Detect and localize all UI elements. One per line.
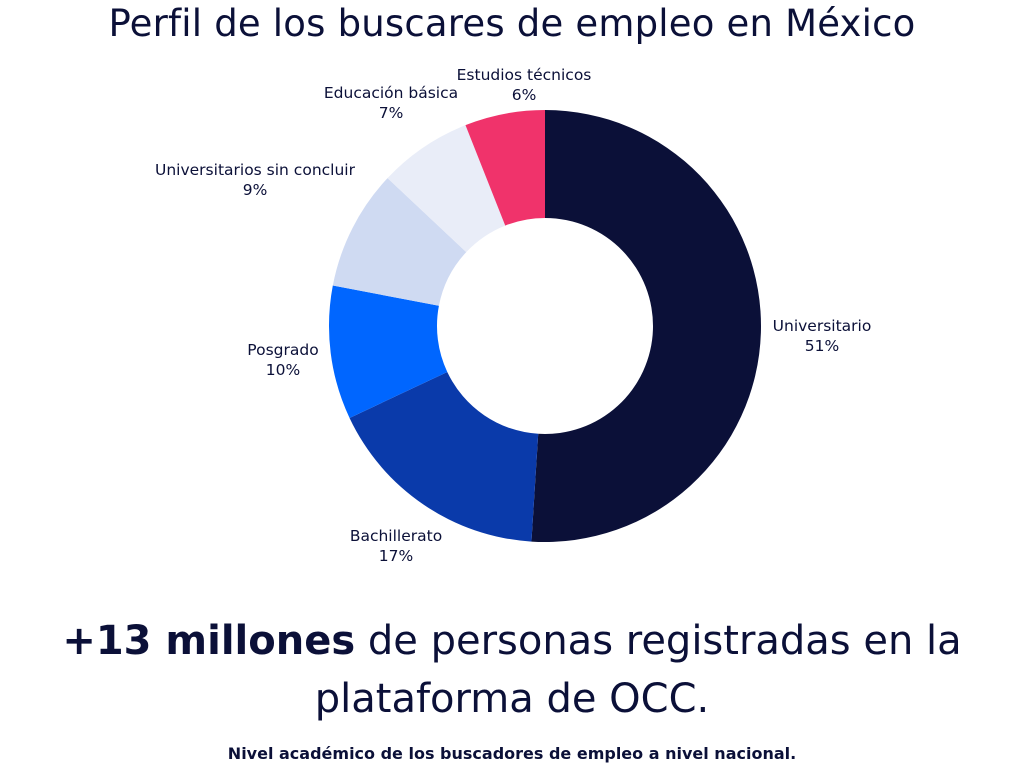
donut-slice-bachillerato <box>349 371 539 542</box>
slice-value-label: 7% <box>379 104 404 122</box>
slice-label-4: Educación básica 7% <box>324 84 458 122</box>
donut-slice-estudios-t-cnicos <box>465 110 545 226</box>
headline: +13 millones de personas registradas en … <box>0 612 1024 728</box>
slice-category-label: Educación básica <box>324 84 458 102</box>
slice-category-label: Bachillerato <box>350 527 442 545</box>
donut-slice-universitarios-sin-concluir <box>332 178 467 306</box>
slice-label-3: Universitarios sin concluir 9% <box>155 161 356 199</box>
donut-slices <box>329 110 761 542</box>
slice-label-5: Estudios técnicos 6% <box>457 66 592 104</box>
headline-line2: plataforma de OCC. <box>314 676 710 722</box>
donut-slice-universitario <box>531 110 761 542</box>
headline-highlight: +13 millones <box>62 618 356 664</box>
slice-category-label: Estudios técnicos <box>457 66 592 84</box>
page-title: Perfil de los buscares de empleo en Méxi… <box>108 2 916 45</box>
slice-value-label: 51% <box>805 337 839 355</box>
slice-label-1: Bachillerato 17% <box>350 527 442 565</box>
slice-value-label: 6% <box>512 86 537 104</box>
slice-category-label: Posgrado <box>247 341 318 359</box>
slice-value-label: 9% <box>243 181 268 199</box>
slice-value-label: 10% <box>266 361 300 379</box>
slice-label-2: Posgrado 10% <box>247 341 318 379</box>
donut-chart: Universitario 51% Bachillerato 17% Posgrado 1… <box>155 66 871 565</box>
slice-labels: Universitario 51% Bachillerato 17% Posgrado 1… <box>155 66 871 565</box>
slice-label-0: Universitario 51% <box>773 317 872 355</box>
donut-slice-posgrado <box>329 285 448 418</box>
chart-caption: Nivel académico de los buscadores de emp… <box>227 744 797 763</box>
slice-value-label: 17% <box>379 547 413 565</box>
donut-slice-educaci-n-b-sica <box>387 125 506 253</box>
slice-category-label: Universitario <box>773 317 872 335</box>
headline-text: de personas registradas en la <box>355 618 962 664</box>
slice-category-label: Universitarios sin concluir <box>155 161 356 179</box>
